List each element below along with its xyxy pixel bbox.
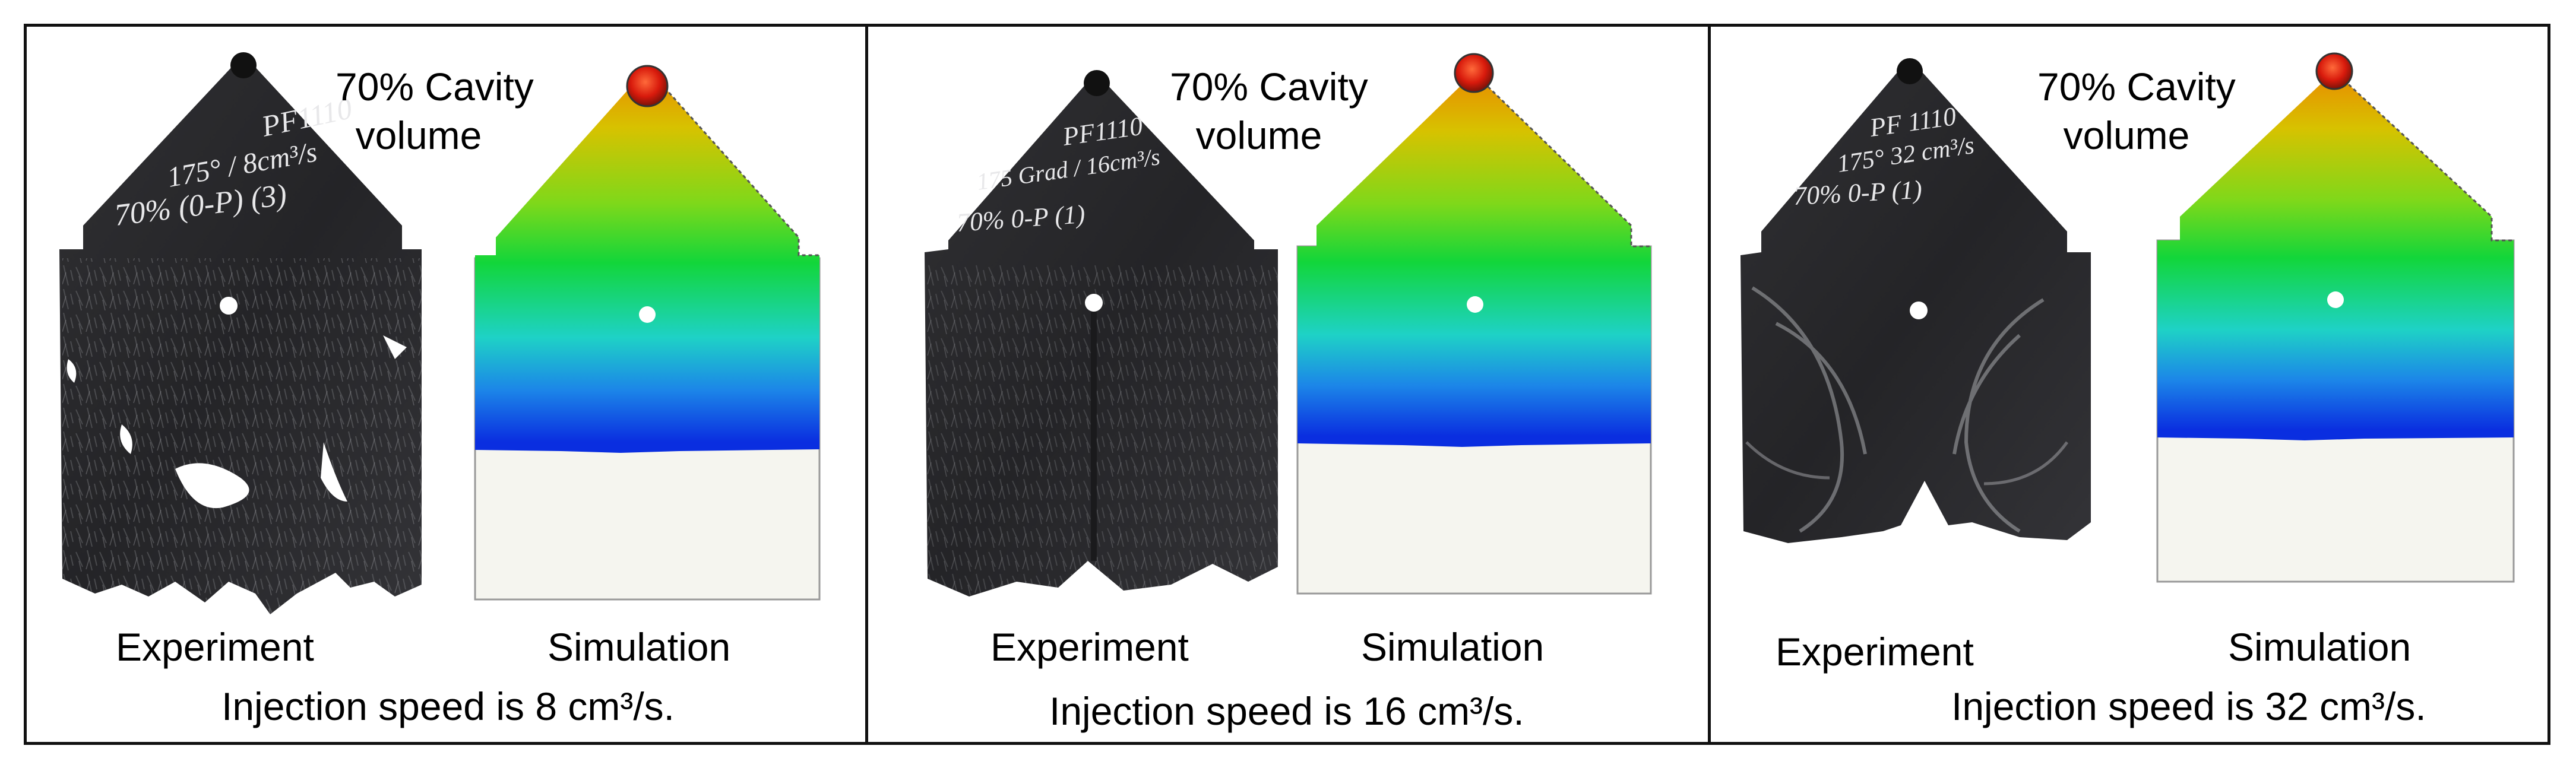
cavity-line-2: volume [1195, 113, 1322, 157]
panel-8-cm3s: PF1110 175° / 8cm³/s 70% (0-P) (3) 70% C… [27, 27, 865, 742]
simulation-label: Simulation [548, 625, 731, 669]
panel-32-cm3s: PF 1110 175° 32 cm³/s 70% 0-P (1) 70% Ca… [1711, 27, 2547, 742]
experiment-specimen-image: PF1110 175 Grad / 16cm³/s 70% 0-P (1) [925, 70, 1278, 597]
panel-16-cm3s: PF1110 175 Grad / 16cm³/s 70% 0-P (1) 70… [868, 27, 1708, 742]
figure-frame [24, 24, 2550, 745]
cavity-line-2: volume [355, 113, 482, 157]
experiment-label: Experiment [990, 625, 1189, 669]
cavity-line-2: volume [2063, 113, 2190, 157]
simulation-fill-image [2156, 52, 2515, 583]
experiment-specimen-image: PF 1110 175° 32 cm³/s 70% 0-P (1) [1740, 58, 2091, 543]
cavity-volume-label: 70% Cavity volume [336, 62, 534, 160]
cavity-line-1: 70% Cavity [336, 65, 534, 109]
cavity-volume-label: 70% Cavity volume [2037, 62, 2236, 160]
injection-speed-caption: Injection speed is 8 cm³/s. [221, 684, 675, 728]
simulation-fill-image [1296, 53, 1652, 595]
simulation-label: Simulation [2228, 625, 2412, 669]
injection-speed-caption: Injection speed is 32 cm³/s. [1951, 684, 2426, 728]
panel-divider-1 [865, 24, 868, 745]
panel-divider-2 [1708, 24, 1711, 745]
experiment-label: Experiment [116, 625, 314, 669]
experiment-specimen-image: PF1110 175° / 8cm³/s 70% (0-P) (3) [59, 52, 422, 614]
simulation-label: Simulation [1361, 625, 1545, 669]
experiment-label: Experiment [1776, 630, 1974, 674]
handwriting-line-3: 70% 0-P (1) [1793, 175, 1923, 211]
injection-speed-caption: Injection speed is 16 cm³/s. [1049, 689, 1524, 733]
cavity-line-1: 70% Cavity [1170, 65, 1368, 109]
cavity-line-1: 70% Cavity [2037, 65, 2236, 109]
simulation-fill-image [474, 65, 821, 601]
cavity-volume-label: 70% Cavity volume [1170, 62, 1368, 160]
